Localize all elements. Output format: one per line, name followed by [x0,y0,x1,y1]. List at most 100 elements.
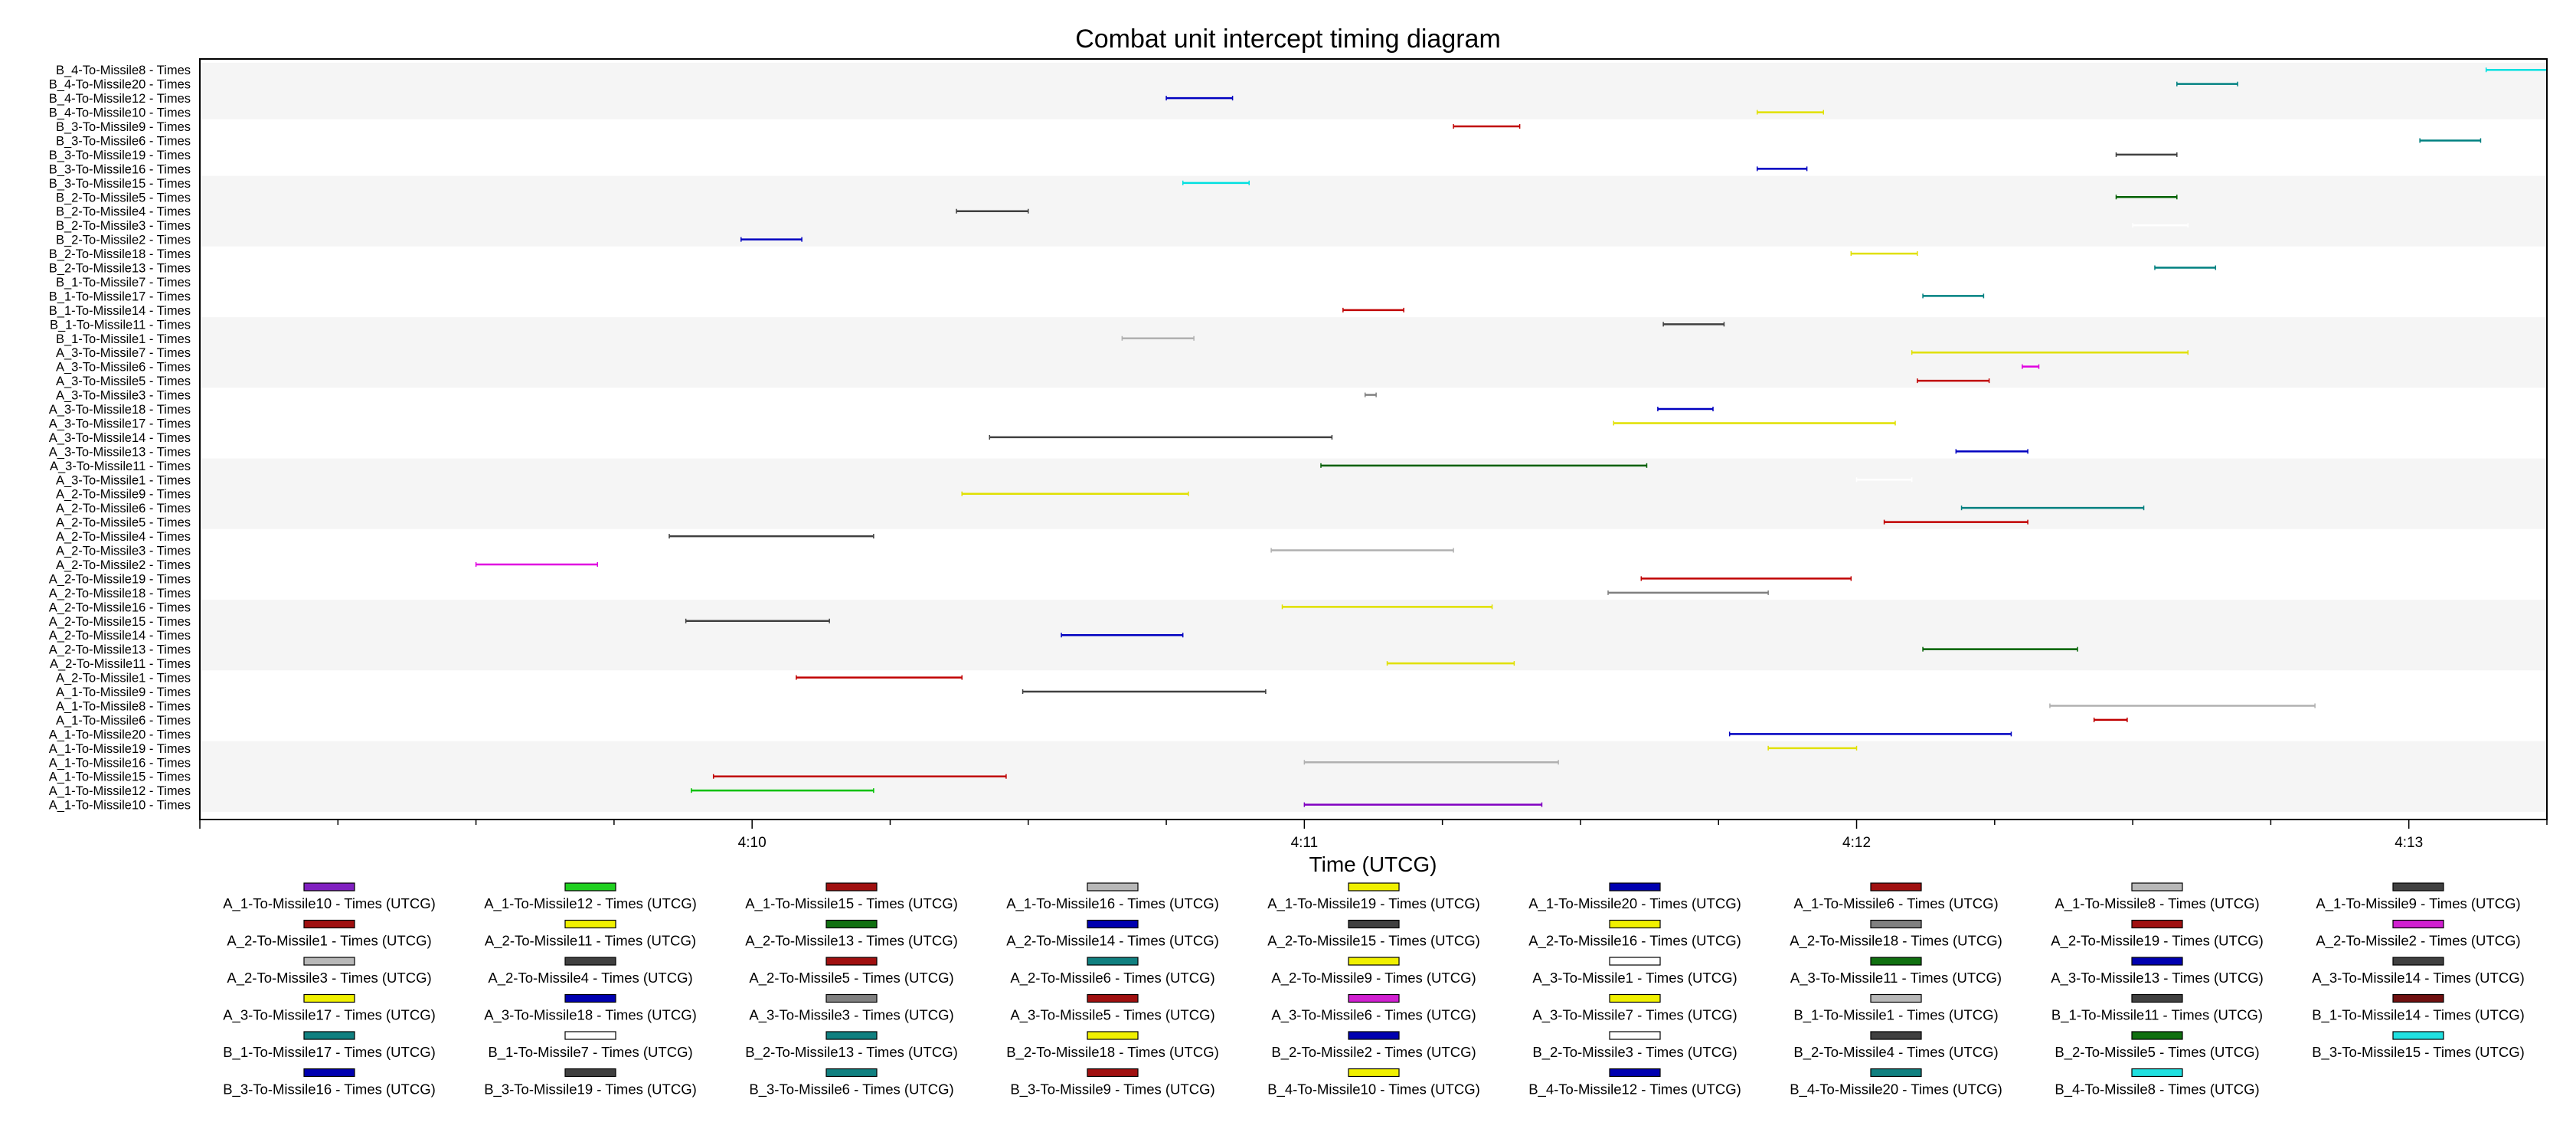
legend-item-A_1-To-Missile20: A_1-To-Missile20 - Times (UTCG) [1528,882,1741,912]
legend-swatch [1870,919,1922,929]
legend-swatch [1348,993,1400,1003]
legend-label: A_1-To-Missile9 - Times (UTCG) [2316,895,2520,912]
legend-label: B_3-To-Missile9 - Times (UTCG) [1010,1081,1214,1098]
legend-item-B_1-To-Missile7: B_1-To-Missile7 - Times (UTCG) [488,1031,693,1061]
legend-item-A_1-To-Missile19: A_1-To-Missile19 - Times (UTCG) [1267,882,1480,912]
legend-swatch [1348,882,1400,892]
legend-item-B_4-To-Missile10: B_4-To-Missile10 - Times (UTCG) [1267,1068,1480,1098]
y-label-A_3-To-Missile7: A_3-To-Missile7 - Times [56,346,191,360]
legend-swatch [2392,957,2444,966]
legend-item-A_3-To-Missile17: A_3-To-Missile17 - Times (UTCG) [223,993,436,1024]
y-label-B_4-To-Missile20: B_4-To-Missile20 - Times [49,78,191,92]
y-label-A_1-To-Missile10: A_1-To-Missile10 - Times [49,799,191,813]
y-label-A_2-To-Missile14: A_2-To-Missile14 - Times [49,629,191,643]
legend-swatch [2131,1068,2183,1078]
y-label-A_3-To-Missile18: A_3-To-Missile18 - Times [49,403,191,417]
y-label-A_2-To-Missile3: A_2-To-Missile3 - Times [56,545,191,558]
legend-label: A_2-To-Missile2 - Times (UTCG) [2316,933,2520,950]
y-label-A_3-To-Missile3: A_3-To-Missile3 - Times [56,389,191,403]
legend-item-A_2-To-Missile15: A_2-To-Missile15 - Times (UTCG) [1267,919,1480,950]
legend-item-B_2-To-Missile5: B_2-To-Missile5 - Times (UTCG) [2055,1031,2260,1061]
y-axis-labels: B_4-To-Missile8 - TimesB_4-To-Missile20 … [49,64,191,812]
legend-item-A_2-To-Missile9: A_2-To-Missile9 - Times (UTCG) [1271,957,1476,986]
y-label-A_1-To-Missile20: A_1-To-Missile20 - Times [49,728,191,741]
legend-swatch [303,993,355,1003]
legend-label: B_2-To-Missile5 - Times (UTCG) [2055,1044,2259,1061]
y-label-A_1-To-Missile15: A_1-To-Missile15 - Times [49,770,191,784]
legend-item-A_3-To-Missile1: A_3-To-Missile1 - Times (UTCG) [1532,957,1737,986]
y-label-A_2-To-Missile9: A_2-To-Missile9 - Times [56,488,191,502]
legend-label: A_1-To-Missile12 - Times (UTCG) [484,895,697,912]
legend-swatch [2392,919,2444,929]
legend-swatch [1087,957,1139,966]
legend-label: A_2-To-Missile5 - Times (UTCG) [749,970,953,986]
legend-item-A_2-To-Missile16: A_2-To-Missile16 - Times (UTCG) [1528,919,1741,950]
y-label-B_3-To-Missile16: B_3-To-Missile16 - Times [49,162,191,176]
legend-item-A_3-To-Missile6: A_3-To-Missile6 - Times (UTCG) [1271,993,1476,1024]
y-label-B_2-To-Missile4: B_2-To-Missile4 - Times [56,205,191,219]
legend-swatch [825,957,878,966]
x-axis: 4:10 4:11 4:12 4:13 [199,820,2548,851]
legend-swatch [564,1068,616,1078]
x-tick-label: 4:10 [738,835,767,851]
y-label-A_2-To-Missile6: A_2-To-Missile6 - Times [56,502,191,515]
legend-swatch [1087,1068,1139,1078]
legend-swatch [1087,919,1139,929]
legend-label: B_3-To-Missile16 - Times (UTCG) [223,1081,436,1098]
y-label-A_3-To-Missile6: A_3-To-Missile6 - Times [56,361,191,375]
legend-item-B_2-To-Missile4: B_2-To-Missile4 - Times (UTCG) [1793,1031,1999,1061]
legend-swatch [825,882,878,892]
legend-item-A_2-To-Missile5: A_2-To-Missile5 - Times (UTCG) [749,957,954,986]
legend: A_1-To-Missile10 - Times (UTCG) A_1-To-Mi… [223,882,2525,1098]
legend-item-A_3-To-Missile7: A_3-To-Missile7 - Times (UTCG) [1532,993,1737,1024]
y-label-A_3-To-Missile17: A_3-To-Missile17 - Times [49,417,191,430]
legend-item-B_3-To-Missile9: B_3-To-Missile9 - Times (UTCG) [1010,1068,1215,1098]
legend-label: B_4-To-Missile8 - Times (UTCG) [2055,1081,2259,1098]
legend-item-B_1-To-Missile1: B_1-To-Missile1 - Times (UTCG) [1793,993,1999,1024]
legend-swatch [564,993,616,1003]
legend-swatch [1348,957,1400,966]
y-label-A_3-To-Missile11: A_3-To-Missile11 - Times [50,460,191,473]
y-label-B_1-To-Missile17: B_1-To-Missile17 - Times [49,290,191,303]
legend-swatch [2131,919,2183,929]
legend-label: A_2-To-Missile16 - Times (UTCG) [1528,933,1741,950]
y-label-B_3-To-Missile15: B_3-To-Missile15 - Times [49,177,191,191]
y-label-B_2-To-Missile5: B_2-To-Missile5 - Times [56,191,191,204]
legend-item-B_1-To-Missile17: B_1-To-Missile17 - Times (UTCG) [223,1031,436,1061]
legend-label: B_2-To-Missile4 - Times (UTCG) [1793,1044,1998,1061]
legend-label: B_2-To-Missile13 - Times (UTCG) [745,1044,958,1061]
legend-item-A_1-To-Missile6: A_1-To-Missile6 - Times (UTCG) [1793,882,1999,912]
y-label-A_1-To-Missile8: A_1-To-Missile8 - Times [56,699,191,713]
legend-item-A_3-To-Missile5: A_3-To-Missile5 - Times (UTCG) [1010,993,1215,1024]
legend-item-A_3-To-Missile11: A_3-To-Missile11 - Times (UTCG) [1790,957,2002,986]
legend-label: A_3-To-Missile1 - Times (UTCG) [1532,970,1737,986]
legend-label: A_1-To-Missile20 - Times (UTCG) [1528,895,1741,912]
row-band-10 [200,741,2547,812]
row-band-6 [200,458,2547,529]
row-band-8 [200,600,2547,671]
legend-label: A_3-To-Missile17 - Times (UTCG) [223,1007,436,1024]
legend-item-B_2-To-Missile13: B_2-To-Missile13 - Times (UTCG) [745,1031,958,1061]
legend-item-A_2-To-Missile11: A_2-To-Missile11 - Times (UTCG) [485,919,696,950]
legend-label: A_1-To-Missile19 - Times (UTCG) [1267,895,1480,912]
legend-label: A_3-To-Missile11 - Times (UTCG) [1790,970,2002,986]
legend-item-B_4-To-Missile12: B_4-To-Missile12 - Times (UTCG) [1528,1068,1741,1098]
legend-swatch [564,957,616,966]
legend-label: A_2-To-Missile15 - Times (UTCG) [1267,933,1480,950]
legend-label: B_4-To-Missile10 - Times (UTCG) [1267,1081,1480,1098]
chart-title: Combat unit intercept timing diagram [1075,25,1501,54]
legend-label: B_3-To-Missile15 - Times (UTCG) [2312,1044,2525,1061]
legend-swatch [825,1031,878,1040]
y-label-A_1-To-Missile6: A_1-To-Missile6 - Times [56,714,191,728]
legend-label: B_3-To-Missile6 - Times (UTCG) [749,1081,953,1098]
legend-label: A_3-To-Missile6 - Times (UTCG) [1271,1007,1476,1024]
legend-item-B_1-To-Missile11: B_1-To-Missile11 - Times (UTCG) [2051,993,2263,1024]
legend-label: A_3-To-Missile13 - Times (UTCG) [2051,970,2264,986]
legend-swatch [2131,882,2183,892]
legend-swatch [1087,882,1139,892]
y-label-A_2-To-Missile18: A_2-To-Missile18 - Times [49,587,191,600]
row-band-5 [200,388,2547,459]
legend-swatch [303,1031,355,1040]
row-band-0 [200,63,2547,119]
legend-item-B_3-To-Missile6: B_3-To-Missile6 - Times (UTCG) [749,1068,954,1098]
